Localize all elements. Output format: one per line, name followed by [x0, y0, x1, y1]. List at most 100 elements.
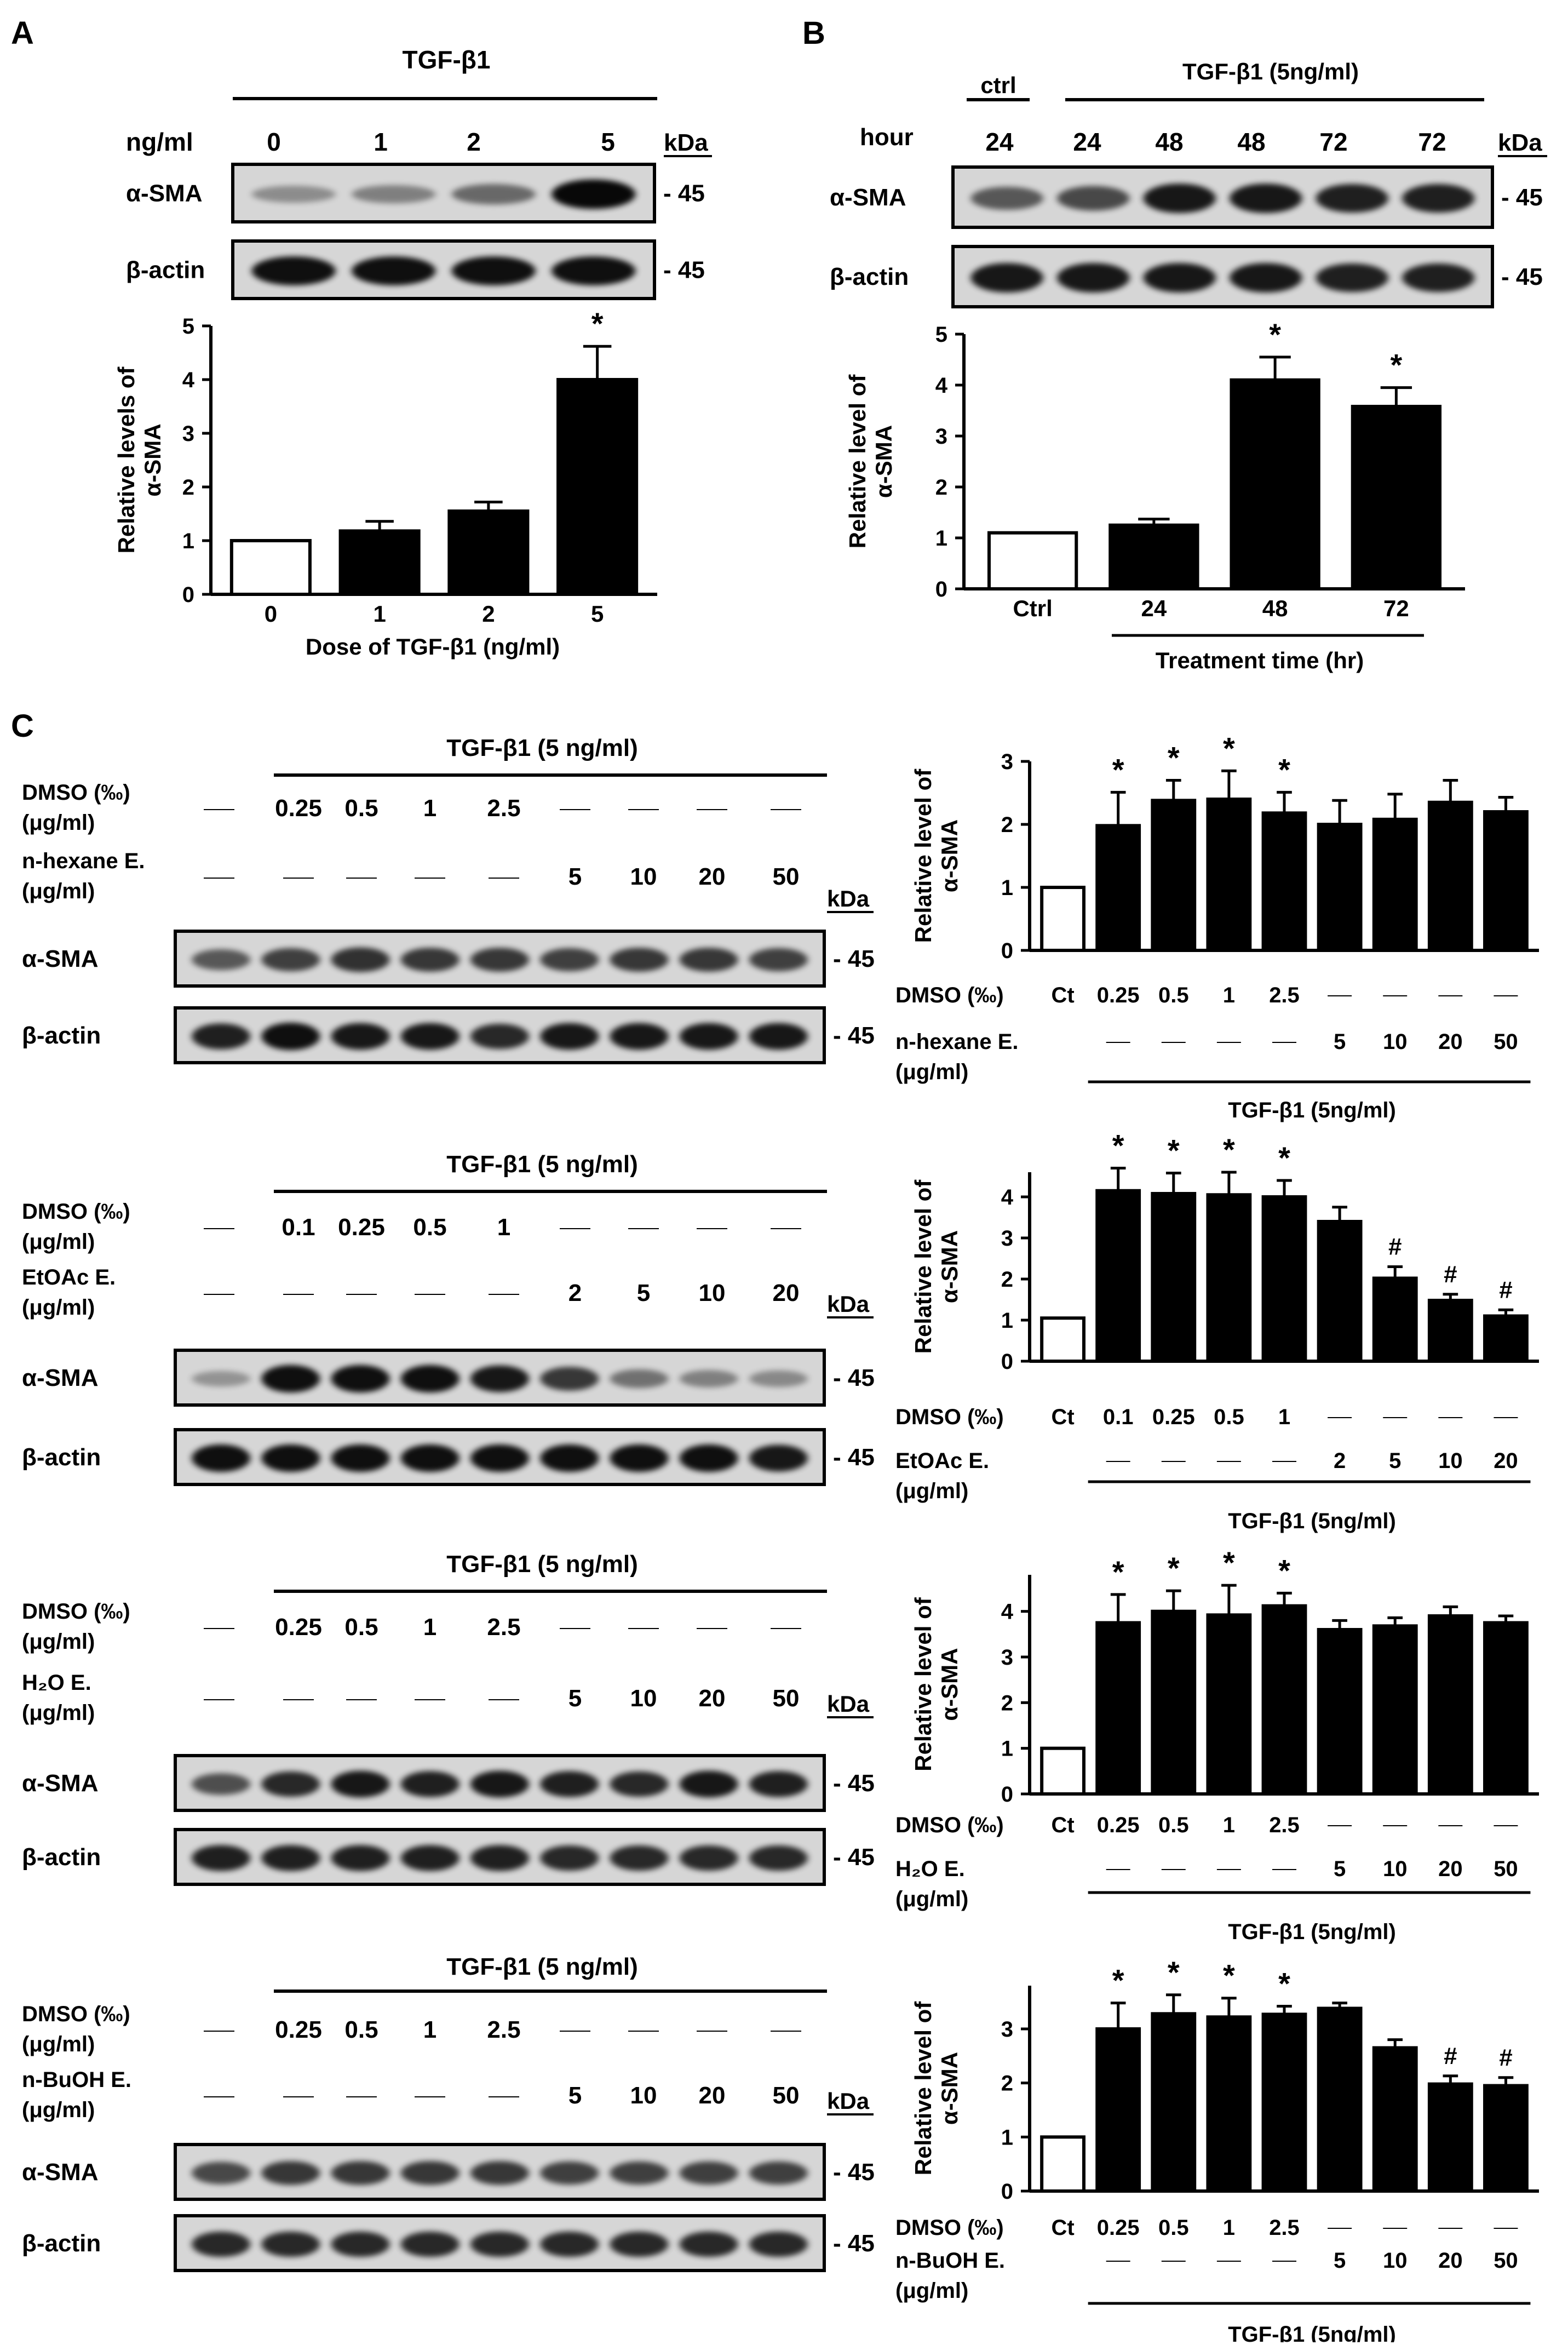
blot-band — [610, 1023, 669, 1050]
bar — [1372, 817, 1418, 953]
blot-band — [331, 1770, 390, 1798]
blot-label: β-actin — [22, 1022, 101, 1049]
chart-dmso-value: 1 — [1278, 1405, 1290, 1429]
y-tick-label: 5 — [935, 323, 947, 347]
kda-marker: - 45 — [833, 1364, 875, 1391]
blot-band — [261, 1444, 320, 1472]
chart-dmso-value: 2.5 — [1269, 2216, 1300, 2240]
blot-band — [749, 2231, 808, 2257]
dmso-value: 0.25 — [275, 795, 322, 822]
treatment-header: TGF-β1 (5 ng/ml) — [446, 735, 638, 761]
blot-band — [679, 948, 738, 972]
blot-band — [679, 1770, 738, 1798]
blot-band — [192, 2161, 251, 2185]
chart-treatment-label: TGF-β1 (5ng/ml) — [1228, 1509, 1396, 1533]
significance-star: * — [1223, 1545, 1235, 1580]
blot-band — [552, 179, 636, 209]
blot-band — [261, 1022, 320, 1051]
dmso-row-unit: (μg/ml) — [22, 811, 95, 835]
dmso-row-label: DMSO (‰) — [22, 2002, 130, 2026]
chart-extract-value: 50 — [1494, 1030, 1518, 1054]
panel-letter-c: C — [11, 708, 34, 744]
kda-label: kDa — [827, 1291, 870, 1317]
bar — [229, 539, 312, 596]
extract-value: 5 — [568, 863, 582, 890]
kda-label: kDa — [827, 2088, 870, 2114]
blot-label: β-actin — [22, 1444, 101, 1471]
blot-C4-0: α-SMA - 45 — [22, 2143, 875, 2201]
extract-row-label: H₂O E. — [22, 1671, 91, 1695]
blot-label: α-SMA — [22, 2159, 98, 2186]
extract-value: 10 — [699, 1280, 726, 1306]
y-axis-title: α-SMA — [937, 819, 962, 892]
dmso-value: 0.5 — [344, 795, 378, 822]
bar — [1317, 823, 1363, 952]
chart-extract-value: 20 — [1494, 1449, 1518, 1473]
chart-extract-value: 5 — [1334, 1857, 1346, 1881]
bar — [447, 509, 530, 596]
chart-extract-label: EtOAc E. — [895, 1449, 989, 1473]
chart-extract-value: 5 — [1334, 2249, 1346, 2273]
bar — [1351, 405, 1442, 590]
blot-band — [261, 1845, 320, 1871]
kda-marker: - 45 — [833, 945, 875, 972]
y-tick-label: 2 — [1001, 1268, 1013, 1292]
chart-C2: 0 1 2 3 4 Relative level of α-SMA * * * * # # # — [910, 1128, 1539, 1374]
significance-star: * — [1112, 1963, 1124, 1998]
blot-band — [610, 1369, 669, 1389]
blot-band — [610, 948, 669, 972]
blot-label: α-SMA — [830, 184, 906, 211]
significance-star: * — [1112, 1555, 1124, 1589]
y-tick-label: 3 — [935, 425, 947, 449]
lane-label: 72 — [1319, 128, 1347, 156]
x-tick-label: 0 — [265, 601, 277, 627]
lane-label: 0 — [267, 128, 281, 156]
chart-dmso-value: 1 — [1223, 1813, 1235, 1837]
blot-label: β-actin — [22, 1844, 101, 1871]
blot-label: α-SMA — [22, 1364, 98, 1391]
kda-marker: - 45 — [833, 2230, 875, 2257]
bar — [1427, 2082, 1473, 2193]
lane-label: 24 — [985, 128, 1014, 156]
blot-band — [331, 2231, 390, 2257]
dmso-row-label: DMSO (‰) — [22, 1599, 130, 1624]
extract-row-label: EtOAc E. — [22, 1265, 116, 1289]
bar — [1483, 810, 1529, 952]
chart-extract-unit: (μg/ml) — [895, 1060, 968, 1084]
chart-dmso-value: 0.5 — [1158, 983, 1189, 1007]
blot-A-0: α-SMA - 45 — [126, 163, 705, 223]
dmso-value: 0.5 — [344, 2016, 378, 2043]
blot-band — [251, 256, 336, 285]
chart-extract-value: 10 — [1383, 1030, 1408, 1054]
chart-extract-value: 50 — [1494, 1857, 1518, 1881]
treatment-header: TGF-β1 — [403, 45, 491, 74]
blot-label: β-actin — [22, 2230, 101, 2257]
significance-hash: # — [1499, 1276, 1512, 1303]
y-tick-label: 2 — [1001, 813, 1013, 837]
significance-star: * — [1168, 1551, 1180, 1585]
chart-extract-label: n-BuOH E. — [895, 2249, 1005, 2273]
blot-band — [1316, 184, 1388, 213]
y-tick-label: 1 — [1001, 876, 1013, 900]
bar — [1151, 2012, 1197, 2193]
kda-marker: - 45 — [833, 1444, 875, 1471]
lane-label: 72 — [1418, 128, 1446, 156]
blot-band — [192, 1773, 251, 1795]
y-tick-label: 2 — [1001, 1691, 1013, 1715]
y-tick-label: 3 — [1001, 750, 1013, 774]
significance-hash: # — [1444, 2043, 1457, 2069]
extract-value: 50 — [773, 1685, 800, 1712]
bar — [1372, 2046, 1418, 2193]
chart-C3: 0 1 2 3 4 Relative level of α-SMA * * * * — [910, 1545, 1539, 1807]
bar — [1483, 1621, 1529, 1796]
blot-band — [970, 263, 1043, 293]
chart-dmso-label: DMSO (‰) — [895, 1813, 1004, 1837]
chart-dmso-value: Ct — [1051, 2216, 1074, 2240]
lane-label: 48 — [1237, 128, 1265, 156]
chart-dmso-label: DMSO (‰) — [895, 2216, 1004, 2240]
x-tick-label: Ctrl — [1013, 595, 1052, 621]
dmso-value: 2.5 — [487, 2016, 520, 2043]
blot-band — [470, 2161, 529, 2185]
blot-band — [540, 948, 599, 972]
